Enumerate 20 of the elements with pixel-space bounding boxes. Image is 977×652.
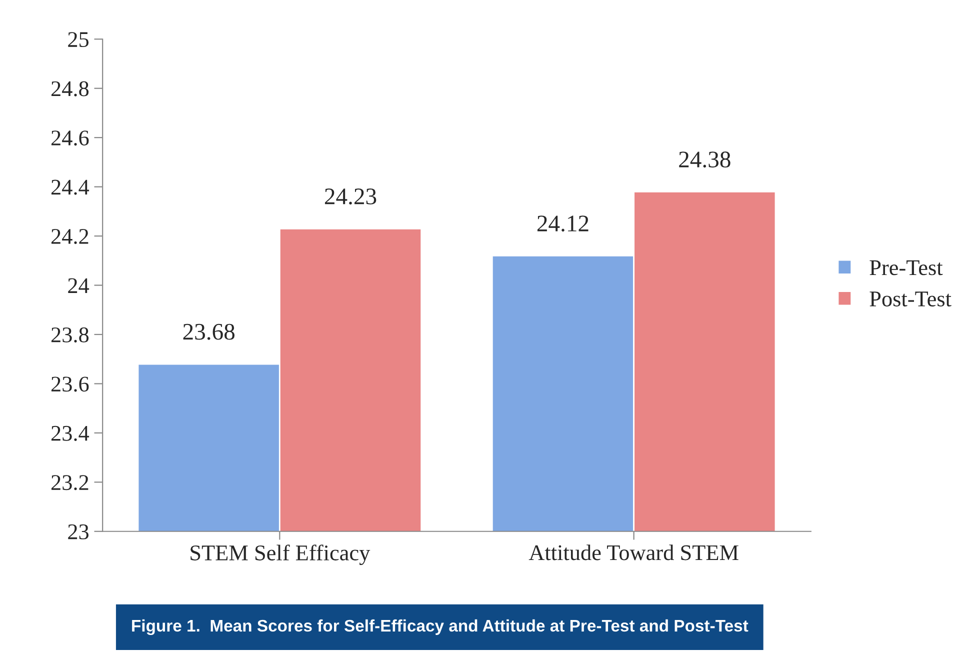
data-label: 24.12 <box>537 216 588 232</box>
data-label: 24.38 <box>679 152 730 168</box>
y-tick-label: 24.2 <box>51 229 88 244</box>
legend-label: Post-Test <box>870 292 952 306</box>
y-tick-label: 23 <box>68 524 89 540</box>
y-tick-label: 23.4 <box>51 426 90 441</box>
y-tick-label: 23.2 <box>51 475 88 490</box>
legend-label: Pre-Test <box>870 260 943 276</box>
y-tick-label: 23.8 <box>51 327 89 342</box>
caption: Figure 1. Mean Scores for Self-Efficacy and Attitude at Pre-Test and Post-Test <box>132 619 748 636</box>
data-label: 23.68 <box>183 324 234 340</box>
y-tick-label: 25 <box>68 32 89 48</box>
y-tick-label: 24.4 <box>51 180 90 195</box>
y-tick-label: 24 <box>68 278 90 293</box>
x-tick-label: STEM Self Efficacy <box>190 544 370 566</box>
x-tick-label: Attitude Toward STEM <box>528 544 738 560</box>
y-tick-label: 24.8 <box>51 81 89 96</box>
y-tick-label: 23.6 <box>51 376 89 392</box>
y-tick-label: 24.6 <box>51 130 89 146</box>
data-label: 24.23 <box>324 188 376 205</box>
